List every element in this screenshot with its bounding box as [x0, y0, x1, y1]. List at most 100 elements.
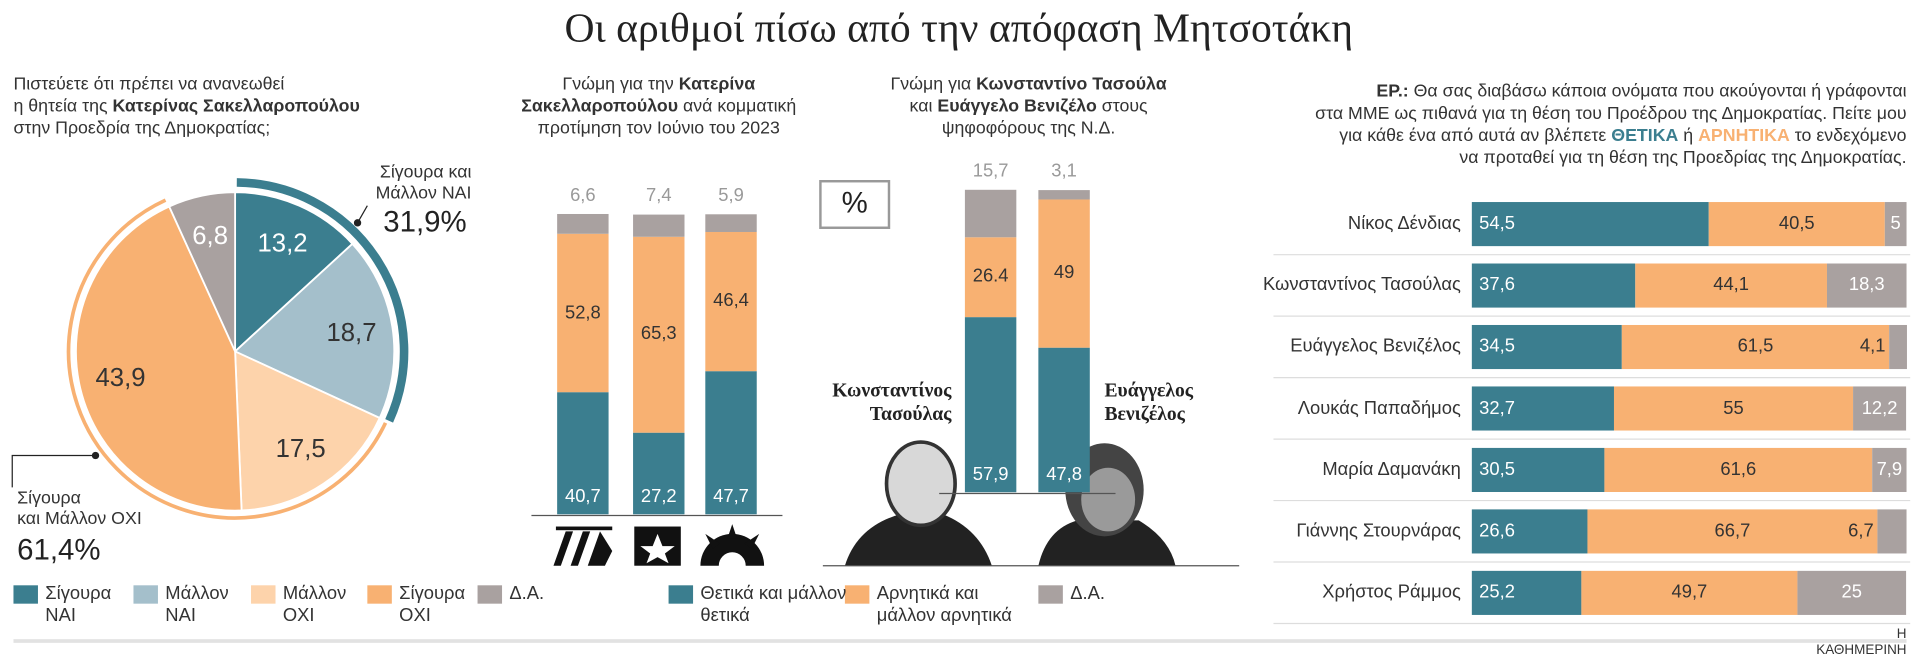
- bar-label: 55: [1723, 397, 1744, 419]
- bar-label: 46,4: [713, 290, 749, 312]
- text-segment: Κατερίνα: [678, 74, 756, 95]
- legend-label: Μάλλον ΟΧΙ: [282, 582, 347, 626]
- bar-segment: [1604, 447, 1873, 492]
- bar-label: 47,8: [1046, 464, 1082, 485]
- bar-label: 66,7: [1714, 520, 1751, 542]
- bar-segment: [705, 214, 757, 232]
- bar-label: 40,7: [564, 486, 601, 507]
- leader-line: [357, 205, 368, 224]
- bar-label: 32,7: [1479, 397, 1515, 419]
- legend-swatch: [367, 585, 392, 604]
- bar-segment: [964, 317, 1017, 493]
- text-segment: στην Προεδρία της Δημοκρατίας;: [13, 118, 271, 139]
- annotation-value: 31,9%: [383, 205, 467, 239]
- bar-segment: [1708, 202, 1885, 247]
- text-segment: να προταθεί για τη θέση της Προεδρίας τη…: [1459, 148, 1907, 168]
- slice-label: 43,9: [95, 364, 146, 393]
- logo-nd: [553, 526, 613, 566]
- legend-swatch: [251, 585, 276, 604]
- bar-label: 26,6: [1479, 520, 1515, 542]
- legend-label: Δ.Α.: [509, 582, 545, 604]
- subtitle: για κάθε ένα από αυτά αν βλέπετε ΘΕΤΙΚΑ …: [1339, 126, 1906, 147]
- text-segment: ΕΡ.:: [1376, 82, 1409, 102]
- text-segment: Πιστεύετε ότι πρέπει να ανανεωθεί: [13, 74, 285, 95]
- bar-segment: [1471, 263, 1636, 308]
- bar-segment: [557, 392, 609, 515]
- subtitle: ΕΡ.: Θα σας διαβάσω κάποια ονόματα που α…: [1376, 82, 1906, 103]
- bar-segment: [633, 236, 685, 433]
- category-label: Νίκος Δένδιας: [1347, 213, 1461, 234]
- bar-segment: [1884, 202, 1907, 247]
- bar-label: 52,8: [564, 301, 601, 323]
- bar-label: 30,5: [1479, 458, 1515, 480]
- category-label: Λουκάς Παπαδήμος: [1297, 397, 1461, 419]
- text-segment: Κωνσταντίνο Τασούλα: [976, 74, 1167, 95]
- bar-label: 6,6: [570, 184, 596, 206]
- slice-label: 18,7: [326, 318, 377, 348]
- bar-label: 26.4: [972, 266, 1009, 287]
- bar-label: 18,3: [1848, 274, 1885, 296]
- unit-label: %: [841, 186, 868, 220]
- legend-label: Αρνητικά και μάλλον αρνητικά: [876, 582, 1012, 626]
- bar-segment: [557, 213, 609, 234]
- pie-slice: [75, 205, 243, 512]
- percent-box: [819, 180, 891, 229]
- logo-pasok: [700, 524, 765, 580]
- bar-segment: [1038, 347, 1090, 493]
- bar-segment: [1471, 324, 1622, 370]
- text-segment: για κάθε ένα από αυτά αν βλέπετε: [1339, 126, 1612, 146]
- text-segment: Θα σας διαβάσω κάποια ονόματα που ακούγο…: [1408, 82, 1907, 102]
- bar-label: 61,5: [1737, 335, 1774, 357]
- portraits: [822, 440, 1240, 567]
- bar-segment: [1038, 190, 1090, 200]
- bar-segment: [1471, 447, 1605, 492]
- logo-syriza: [634, 526, 681, 566]
- subtitle: Γνώμη για την Κατερίνα: [562, 75, 755, 96]
- legend-label: Δ.Α.: [1070, 582, 1105, 604]
- bar-segment: [1581, 570, 1798, 615]
- group-arc: [66, 198, 388, 520]
- text-segment: η θητεία της: [13, 96, 113, 117]
- bar-label: 5,9: [718, 184, 744, 206]
- subtitle: Πιστεύετε ότι πρέπει να ανανεωθεί: [13, 75, 284, 96]
- subtitle: ψηφοφόρους της Ν.Δ.: [942, 119, 1115, 140]
- bar-label: 3,1: [1051, 160, 1077, 182]
- bar-label: 4,1: [1859, 335, 1886, 357]
- bar-label: 27,2: [640, 486, 677, 507]
- text-segment: ή: [1678, 126, 1699, 146]
- page-title: Οι αριθμοί πίσω από την απόφαση Μητσοτάκ…: [564, 6, 1354, 52]
- text-segment: Γνώμη για την: [562, 74, 679, 95]
- bar-label: 12,2: [1861, 397, 1898, 419]
- bar-label: 54,5: [1479, 213, 1515, 234]
- subtitle: και Ευάγγελο Βενιζέλο στους: [910, 97, 1148, 118]
- bar-segment: [964, 237, 1017, 318]
- text-segment: ΘΕΤΙΚΑ: [1611, 126, 1679, 146]
- category-label: Ευάγγελος Βενιζέλος: [1290, 335, 1461, 357]
- bar-segment: [1621, 324, 1890, 370]
- annotation-value: 61,4%: [17, 533, 101, 567]
- bar-segment: [705, 231, 757, 372]
- bar-label: 61,6: [1720, 458, 1757, 480]
- bar-segment: [1038, 199, 1090, 348]
- leader-line: [11, 454, 96, 488]
- subtitle: Σακελλαροπούλου ανά κομματική: [521, 97, 796, 118]
- slice-label: 6,8: [192, 222, 229, 251]
- bar-label: 49,7: [1671, 581, 1708, 603]
- annotation-text: Σίγουρα και Μάλλον ΟΧΙ: [17, 488, 142, 530]
- legend-swatch: [13, 585, 38, 604]
- legend-swatch: [477, 585, 503, 604]
- bar-label: 15,7: [972, 160, 1009, 182]
- bar-label: 57,9: [972, 464, 1009, 485]
- bar-label: 34,5: [1479, 335, 1515, 357]
- pie-slice: [234, 191, 354, 354]
- bar-segment: [633, 432, 685, 515]
- source: Η ΚΑΘΗΜΕΡΙΝΗ: [1816, 626, 1907, 658]
- bar-segment: [1471, 509, 1588, 554]
- group-arc: [236, 178, 409, 423]
- legend-label: Σίγουρα ΝΑΙ: [45, 582, 112, 626]
- text-segment: Γνώμη για: [890, 74, 977, 95]
- legend-label: Θετικά και μάλλον θετικά: [700, 582, 847, 626]
- legend-swatch: [1038, 585, 1063, 604]
- footer-rule: [13, 639, 1907, 643]
- category-label: Κωνσταντίνος Τασούλας: [832, 380, 952, 426]
